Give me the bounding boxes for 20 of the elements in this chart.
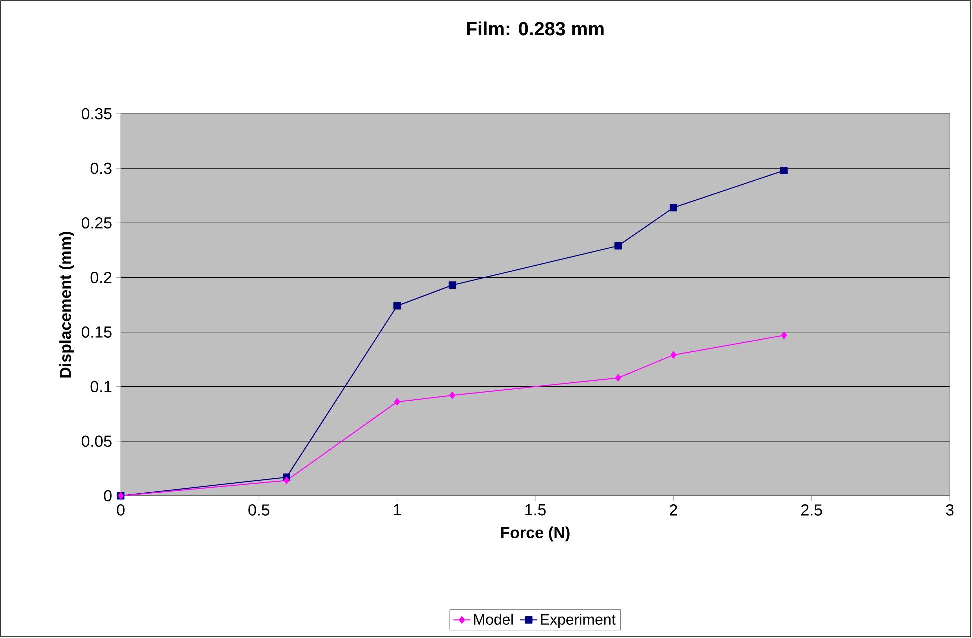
x-tick-label: 3 xyxy=(946,504,954,516)
y-tick-label: 0.1 xyxy=(90,381,112,393)
legend-label: Experiment xyxy=(541,614,616,628)
x-tick-label: 0.5 xyxy=(248,504,270,516)
x-tick-label: 2.5 xyxy=(802,504,822,516)
y-tick-label: 0.15 xyxy=(82,326,112,338)
y-tick-label: 0.05 xyxy=(82,436,112,448)
y-axis-title: Displacement (mm) xyxy=(60,232,74,378)
y-tick-label: 0.35 xyxy=(82,108,112,120)
legend-label: Model xyxy=(474,614,513,625)
x-tick-label: 1 xyxy=(394,504,401,516)
x-tick-label: 1.5 xyxy=(526,504,546,516)
y-tick-label: 0.3 xyxy=(90,162,112,174)
x-tick-label: 0 xyxy=(117,504,125,516)
x-axis-title: Force (N) xyxy=(501,526,570,542)
chart-title: Film: 0.283 mm xyxy=(467,22,604,36)
y-tick-label: 0 xyxy=(104,490,112,502)
x-tick-label: 2 xyxy=(670,504,678,516)
y-tick-label: 0.2 xyxy=(90,272,112,284)
y-tick-label: 0.25 xyxy=(82,217,112,229)
